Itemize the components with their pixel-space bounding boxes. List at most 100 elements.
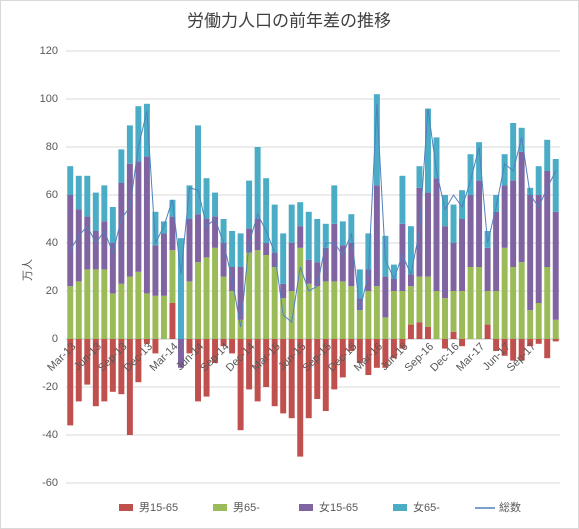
bar	[356, 298, 363, 311]
bar	[143, 293, 150, 339]
bar	[331, 185, 338, 224]
bar	[84, 175, 91, 217]
bar	[220, 219, 227, 243]
bar	[280, 339, 287, 414]
bar	[212, 339, 219, 363]
bar	[390, 339, 397, 359]
bar	[544, 139, 551, 171]
bar	[501, 185, 508, 248]
bar	[118, 283, 125, 339]
bar	[459, 339, 466, 347]
bar	[493, 195, 500, 212]
bar	[348, 214, 355, 243]
bar	[229, 339, 236, 354]
bar	[152, 245, 159, 296]
bar	[331, 223, 338, 282]
bar	[152, 295, 159, 339]
bar	[373, 94, 380, 186]
legend-label: 男15-65	[139, 502, 178, 514]
bar	[314, 262, 321, 287]
bar	[365, 269, 372, 291]
bar	[425, 276, 431, 327]
bar	[544, 171, 551, 267]
bar	[67, 286, 74, 339]
bar	[552, 159, 559, 212]
y-tick-label: 60	[46, 189, 58, 201]
bar	[169, 250, 176, 303]
bar	[476, 267, 483, 339]
bar	[229, 231, 236, 267]
bar	[263, 255, 270, 339]
bar	[160, 233, 167, 296]
bar	[135, 106, 142, 162]
bar	[246, 180, 253, 229]
bar	[442, 195, 448, 227]
bar	[322, 247, 329, 282]
bar	[518, 262, 525, 339]
bar	[84, 339, 91, 385]
bar	[288, 291, 295, 339]
bar	[169, 303, 176, 339]
bar	[92, 339, 99, 407]
bar	[152, 211, 159, 246]
bar	[109, 207, 116, 243]
bar	[339, 245, 346, 282]
bar	[416, 166, 423, 188]
line	[69, 103, 557, 328]
legend-swatch	[213, 504, 227, 511]
bar	[263, 178, 270, 243]
bar	[305, 283, 312, 339]
bar	[450, 204, 457, 243]
bar	[356, 339, 363, 363]
bar	[220, 339, 227, 347]
bar	[450, 331, 457, 339]
bar	[92, 231, 99, 270]
legend-label: 女15-65	[319, 500, 358, 514]
bar	[297, 247, 304, 339]
bar	[433, 291, 440, 339]
legend-swatch	[299, 504, 313, 511]
bar	[322, 339, 329, 411]
bar	[75, 281, 82, 339]
bar	[254, 219, 261, 251]
y-tick-label: -40	[42, 429, 58, 441]
y-tick-label: 20	[46, 285, 58, 297]
bar	[390, 264, 397, 279]
bar	[143, 156, 150, 294]
bar	[280, 233, 287, 284]
y-tick-label: -20	[42, 381, 58, 393]
bar	[544, 339, 551, 359]
bar	[237, 267, 244, 320]
bar	[220, 276, 227, 339]
bar	[314, 286, 321, 339]
legend-swatch	[119, 504, 133, 511]
bar	[195, 125, 201, 215]
bar	[92, 269, 99, 339]
bar	[365, 339, 372, 375]
bar	[535, 166, 542, 195]
bar	[314, 219, 321, 263]
legend-label: 総数	[499, 500, 521, 514]
bar	[484, 291, 491, 325]
bar	[365, 291, 372, 339]
bar	[314, 339, 321, 399]
bar	[450, 243, 457, 291]
bar	[246, 339, 253, 390]
bar	[433, 178, 440, 291]
bar	[305, 259, 312, 284]
bar	[459, 291, 466, 339]
bar	[407, 226, 414, 275]
bar	[535, 303, 542, 339]
legend-label: 女65-	[413, 500, 440, 514]
bar	[390, 291, 397, 339]
bar	[459, 219, 466, 291]
bar	[254, 339, 261, 402]
bar	[271, 267, 278, 339]
bar	[160, 295, 167, 339]
bar	[552, 339, 559, 342]
bar	[501, 247, 508, 339]
bar	[339, 281, 346, 339]
bar	[118, 149, 125, 183]
bar	[212, 216, 219, 248]
bar	[75, 175, 82, 210]
